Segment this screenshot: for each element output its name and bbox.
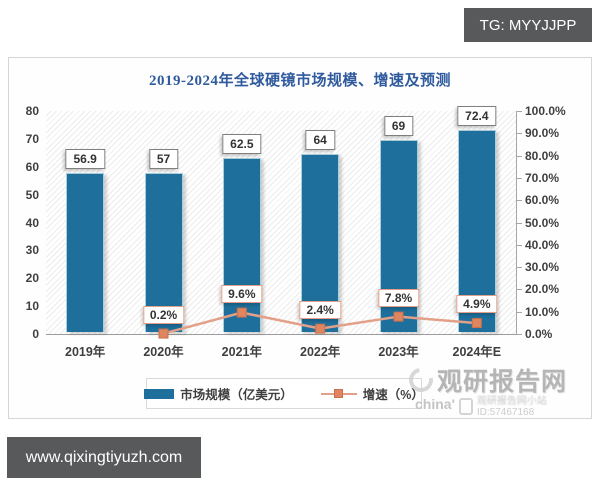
right-axis-tick-mark (516, 222, 522, 224)
right-axis-tick-label: 60.0% (525, 193, 560, 208)
bar-value-label: 62.5 (222, 133, 262, 154)
bar-value-label: 64 (305, 129, 335, 150)
legend: 市场规模（亿美元） 增速（%） (144, 378, 424, 409)
growth-value-label: 4.9% (456, 295, 498, 314)
right-axis-tick-label: 70.0% (525, 170, 560, 185)
watermark-swirl-icon (404, 363, 438, 397)
right-axis-tick-mark (516, 177, 522, 179)
bar-2020年 (144, 173, 183, 332)
right-axis-tick-mark (516, 244, 522, 246)
right-axis-tick-mark (516, 334, 522, 335)
legend-item: 增速（%） (320, 384, 424, 403)
right-axis-tick-label: 50.0% (525, 215, 560, 230)
legend-bar-swatch-icon (144, 388, 175, 399)
right-axis-tick-label: 80.0% (525, 148, 560, 163)
x-axis-label: 2021年 (221, 345, 262, 359)
right-axis-tick-mark (516, 311, 522, 313)
right-axis-tick-mark (516, 200, 522, 202)
watermark-logo-icon (458, 398, 473, 415)
right-axis-tick-label: 100.0% (525, 104, 566, 118)
left-axis-tick-label: 80 (25, 104, 39, 118)
x-axis-label: 2024年E (452, 345, 502, 359)
left-axis-tick-label: 0 (32, 327, 39, 341)
x-axis-label: 2019年 (65, 345, 106, 359)
right-axis-tick-label: 40.0% (525, 237, 560, 252)
top-banner-text: TG: MYYJJPP (479, 16, 577, 34)
right-axis-tick-label: 10.0% (525, 304, 560, 319)
bottom-banner-text: www.qixingtiyuzh.com (25, 448, 183, 466)
left-axis-tick-label: 50 (25, 187, 39, 202)
right-axis-tick-label: 0.0% (525, 327, 553, 341)
left-axis-tick-label: 70 (25, 131, 39, 146)
right-axis-tick-mark (516, 289, 522, 291)
growth-value-label: 7.8% (377, 288, 420, 307)
x-axis-label: 2020年 (143, 345, 184, 359)
right-axis-tick-mark (516, 155, 522, 157)
left-axis-tick-label: 40 (25, 215, 39, 230)
bar-value-label: 57 (148, 149, 179, 170)
bar-2021年 (222, 157, 261, 332)
bar-value-label: 69 (383, 115, 414, 136)
legend-label: 市场规模（亿美元） (180, 388, 293, 402)
right-axis-tick-label: 90.0% (525, 126, 560, 141)
right-axis-tick-mark (516, 111, 522, 112)
left-axis-tick-label: 10 (25, 299, 39, 314)
legend-line-swatch-icon (320, 389, 357, 399)
chart-panel: 2019-2024年全球硬镜市场规模、增速及预测 56.9 57 62.5 64 69 7… (8, 57, 592, 419)
watermark: 观研报告网 china' 观研报告网小站 ID:57467168 (404, 362, 589, 418)
left-axis-tick-label: 30 (25, 243, 39, 258)
plot-area (46, 111, 516, 334)
left-axis-tick-label: 20 (25, 271, 39, 286)
chart-title: 2019-2024年全球硬镜市场规模、增速及预测 (149, 73, 451, 89)
watermark-prefix: china' (415, 396, 455, 412)
x-axis-line (46, 334, 516, 335)
growth-value-label: 2.4% (299, 300, 341, 319)
left-axis-tick-label: 60 (25, 159, 39, 174)
bar-value-label: 72.4 (457, 106, 497, 127)
right-axis-tick-label: 30.0% (525, 260, 560, 275)
growth-value-label: 9.6% (221, 284, 263, 303)
right-axis-tick-mark (516, 133, 522, 135)
bar-value-label: 56.9 (65, 149, 105, 170)
right-axis-tick-mark (516, 267, 522, 269)
growth-value-label: 0.2% (142, 305, 185, 324)
watermark-brand: 观研报告网 (437, 368, 568, 396)
watermark-blur-text: 观研报告网小站 (476, 396, 547, 407)
x-axis-label: 2022年 (300, 345, 341, 359)
right-axis-tick-label: 20.0% (525, 282, 560, 297)
bottom-banner: www.qixingtiyuzh.com (7, 437, 201, 478)
x-axis-label: 2023年 (378, 345, 419, 359)
watermark-id: ID:57467168 (476, 407, 535, 418)
legend-label: 增速（%） (362, 388, 424, 402)
bar-2019年 (66, 173, 105, 332)
top-banner: TG: MYYJJPP (464, 8, 592, 42)
legend-item: 市场规模（亿美元） (144, 384, 293, 403)
